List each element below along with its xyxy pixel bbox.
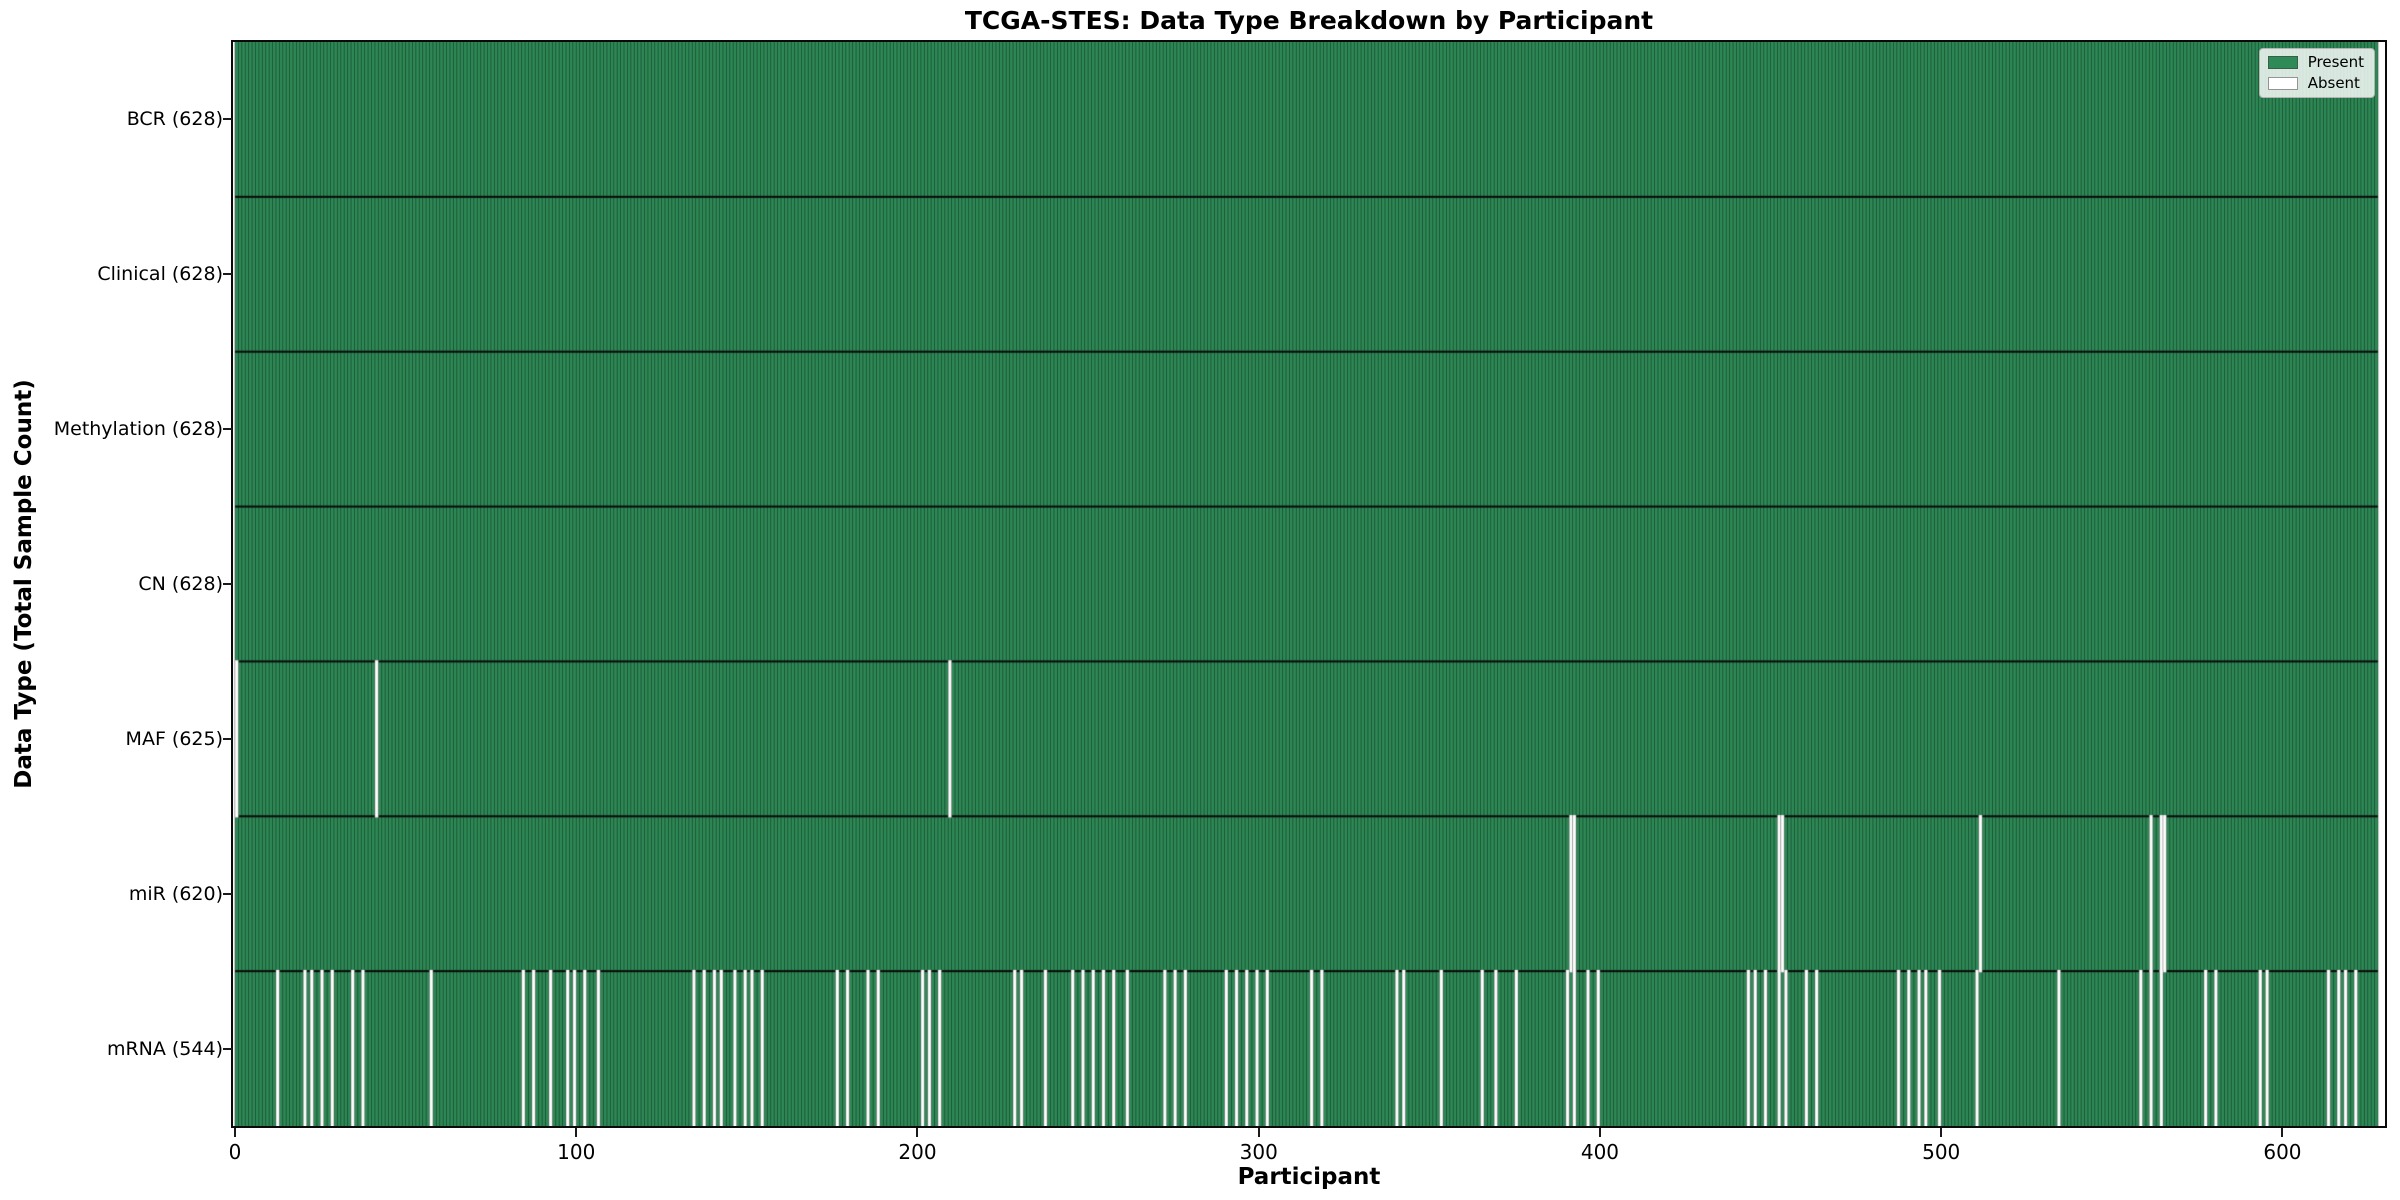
y-tick-label-MAF: MAF (625)	[125, 727, 223, 750]
x-tick-label-300: 300	[1239, 1140, 1278, 1164]
legend-label-present: Present	[2307, 53, 2364, 71]
x-tick-mark	[1257, 1128, 1260, 1137]
y-tick-mark	[223, 1047, 232, 1050]
legend-swatch-absent-icon	[2267, 77, 2298, 90]
y-tick-label-Methylation: Methylation (628)	[53, 418, 223, 441]
x-tick-mark	[1940, 1128, 1943, 1137]
y-tick-label-miR: miR (620)	[128, 882, 223, 905]
y-tick-mark	[223, 892, 232, 895]
x-tick-label-100: 100	[557, 1140, 596, 1164]
x-tick-mark	[575, 1128, 578, 1137]
legend-label-absent: Absent	[2307, 74, 2360, 92]
x-tick-label-0: 0	[228, 1140, 242, 1164]
x-tick-label-600: 600	[2263, 1140, 2302, 1164]
x-tick-mark	[916, 1128, 919, 1137]
y-tick-label-CN: CN (628)	[138, 573, 223, 595]
y-tick-mark	[223, 737, 232, 740]
x-tick-mark	[2281, 1128, 2284, 1137]
legend: Present Absent	[2258, 48, 2375, 98]
x-axis-label: Participant	[1237, 1164, 1381, 1190]
y-tick-mark	[223, 583, 232, 585]
legend-item-present: Present	[2267, 53, 2364, 71]
y-tick-label-Clinical: Clinical (628)	[97, 263, 223, 286]
x-tick-label-400: 400	[1580, 1140, 1620, 1164]
legend-swatch-present-icon	[2267, 56, 2298, 69]
plot-area: Present Absent	[231, 40, 2387, 1128]
x-tick-mark	[1598, 1128, 1601, 1137]
y-tick-mark	[223, 428, 232, 431]
x-tick-label-500: 500	[1922, 1140, 1961, 1164]
legend-item-absent: Absent	[2267, 74, 2364, 92]
x-tick-label-200: 200	[898, 1140, 937, 1164]
y-tick-mark	[223, 118, 232, 121]
chart-title: TCGA-STES: Data Type Breakdown by Partic…	[964, 6, 1654, 35]
x-tick-mark	[234, 1128, 236, 1137]
y-tick-label-mRNA: mRNA (544)	[106, 1037, 223, 1060]
y-tick-label-BCR: BCR (628)	[126, 108, 223, 131]
y-tick-mark	[223, 273, 232, 276]
heatmap-canvas	[233, 42, 2385, 1126]
